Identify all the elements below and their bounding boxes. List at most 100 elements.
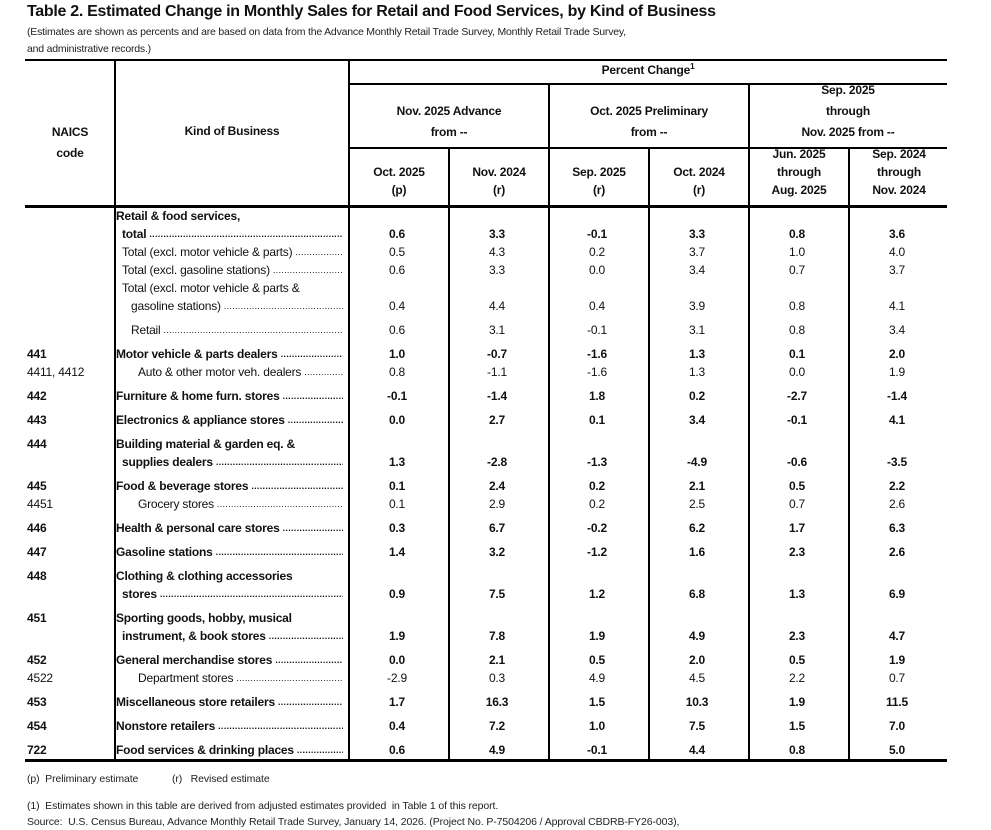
row-values: 1.7 16.3 1.5 10.3 1.9 11.5 (347, 693, 947, 711)
percent-change-value: 2.2 (888, 479, 906, 493)
percent-change-value: -1.1 (487, 365, 507, 379)
dot-leader (233, 669, 343, 687)
table-row: 448 Clothing & clothing accessories stores… (25, 561, 947, 603)
naics-code: 443 (27, 413, 47, 427)
percent-change-value: -2.8 (487, 455, 507, 469)
table-row: 444 Building material & garden eq. & suppl… (25, 429, 947, 471)
percent-change-value: 3.7 (688, 245, 706, 259)
kind-of-business: General merchandise stores (113, 651, 347, 669)
percent-change-value: 1.8 (588, 389, 606, 403)
label-text: Nonstore retailers (116, 719, 216, 733)
naics-header-line: NAICS (51, 125, 89, 139)
dot-leader (215, 717, 343, 735)
percent-change-value: -1.6 (587, 365, 607, 379)
percent-change-value: 3.4 (688, 263, 706, 277)
naics-code: 451 (27, 611, 47, 625)
kind-of-business: Building material & garden eq. & supplies… (113, 435, 347, 471)
dot-leader (272, 651, 343, 669)
table-row: 4451 Grocery stores 0.1 2.9 0.2 2.5 0.7 2.6 (25, 495, 947, 513)
table-row: Total (excl. motor vehicle & parts) 0.5 4.… (25, 243, 947, 261)
naics-code: 442 (27, 389, 47, 403)
column-header: Jun. 2025 through Aug. 2025 (749, 145, 849, 199)
table-row: Total (excl. motor vehicle & parts & gaso… (25, 279, 947, 315)
percent-change-value: 1.9 (788, 695, 806, 709)
row-values: 1.3 -2.8 -1.3 -4.9 -0.6 -3.5 (347, 453, 947, 471)
top-rule (25, 59, 947, 61)
table-rows: Retail & food services, total 0.6 3.3 -0.1 3.… (25, 207, 947, 759)
column-header-line: Nov. 2024 (872, 183, 926, 197)
row-values: 0.5 4.3 0.2 3.7 1.0 4.0 (347, 243, 947, 261)
footnote-marker: 1 (690, 62, 695, 71)
percent-change-value: 1.0 (388, 347, 406, 361)
naics-header-line: code (56, 146, 84, 160)
label-line: Sporting goods, hobby, musical (116, 609, 343, 627)
percent-change-header: Percent Change1 (349, 60, 947, 81)
column-header: Sep. 2025 (r) (549, 163, 649, 199)
column-header: Nov. 2024 (r) (449, 163, 549, 199)
kind-of-business: Sporting goods, hobby, musical instrument… (113, 609, 347, 645)
column-divider (648, 147, 650, 207)
label-text: Auto & other motor veh. dealers (138, 365, 302, 379)
row-values: 0.0 2.7 0.1 3.4 -0.1 4.1 (347, 411, 947, 429)
kind-of-business: Nonstore retailers (113, 717, 347, 735)
kind-of-business: Gasoline stations (113, 543, 347, 561)
kind-of-business: Health & personal care stores (113, 519, 347, 537)
percent-change-value: 10.3 (685, 695, 709, 709)
label-line: General merchandise stores (116, 651, 343, 669)
label-text: General merchandise stores (116, 653, 273, 667)
column-header: Sep. 2024 through Nov. 2024 (849, 145, 949, 199)
dot-leader (280, 519, 343, 537)
legend-preliminary: (p) Preliminary estimate (27, 773, 139, 785)
percent-change-value: 0.1 (588, 413, 606, 427)
percent-change-value: 0.8 (788, 227, 806, 241)
percent-change-value: 7.0 (888, 719, 906, 733)
table-row: 447 Gasoline stations 1.4 3.2 -1.2 1.6 2.3 2.6 (25, 537, 947, 561)
label-line: instrument, & book stores (116, 627, 343, 645)
percent-change-value: 3.1 (688, 323, 706, 337)
footnote-1: (1) Estimates shown in this table are de… (27, 800, 499, 812)
table-title: Table 2. Estimated Change in Monthly Sal… (27, 3, 716, 20)
label-line: Total (excl. gasoline stations) (116, 261, 343, 279)
group-header-line: Oct. 2025 Preliminary (590, 104, 708, 118)
label-text: Food services & drinking places (116, 743, 294, 757)
percent-change-label: Percent Change (601, 63, 691, 77)
percent-change-value: 1.2 (588, 587, 606, 601)
kind-of-business: Retail (113, 321, 347, 339)
row-values: 0.0 2.1 0.5 2.0 0.5 1.9 (347, 651, 947, 669)
percent-change-value: 4.9 (488, 743, 506, 757)
dot-leader (213, 543, 343, 561)
percent-change-value: 3.1 (488, 323, 506, 337)
label-text: Clothing & clothing accessories (116, 569, 293, 583)
label-text: Building material & garden eq. & (116, 437, 295, 451)
naics-code: 454 (27, 719, 47, 733)
percent-change-value: -1.6 (587, 347, 607, 361)
label-text: instrument, & book stores (122, 629, 266, 643)
percent-change-value: 1.5 (588, 695, 606, 709)
percent-change-value: 1.4 (388, 545, 406, 559)
percent-change-value: 2.2 (788, 671, 806, 685)
percent-change-value: -4.9 (687, 455, 707, 469)
percent-change-value: 3.7 (888, 263, 906, 277)
group-header-nov-2025: Nov. 2025 Advance from -- (349, 101, 549, 143)
percent-change-value: 6.9 (888, 587, 906, 601)
percent-change-value: -1.4 (487, 389, 507, 403)
kind-of-business-header: Kind of Business (184, 124, 280, 138)
table-bottom-rule (25, 759, 947, 762)
percent-change-value: 0.0 (388, 653, 406, 667)
percent-change-value: 4.3 (488, 245, 506, 259)
percent-change-value: 2.3 (788, 629, 806, 643)
label-line: Retail & food services, (116, 207, 343, 225)
percent-change-value: 0.5 (388, 245, 406, 259)
naics-code: 4522 (27, 671, 53, 685)
row-values: 0.6 3.3 -0.1 3.3 0.8 3.6 (347, 225, 947, 243)
percent-change-value: 1.3 (688, 365, 706, 379)
percent-change-value: 6.8 (688, 587, 706, 601)
row-values: 0.9 7.5 1.2 6.8 1.3 6.9 (347, 585, 947, 603)
kind-of-business: Clothing & clothing accessories stores (113, 567, 347, 603)
percent-change-value: 7.5 (488, 587, 506, 601)
percent-change-value: 0.6 (388, 227, 406, 241)
kind-of-business: Miscellaneous store retailers (113, 693, 347, 711)
percent-change-value: 7.2 (488, 719, 506, 733)
percent-change-value: 2.6 (888, 497, 906, 511)
table-row: Retail 0.6 3.1 -0.1 3.1 0.8 3.4 (25, 315, 947, 339)
